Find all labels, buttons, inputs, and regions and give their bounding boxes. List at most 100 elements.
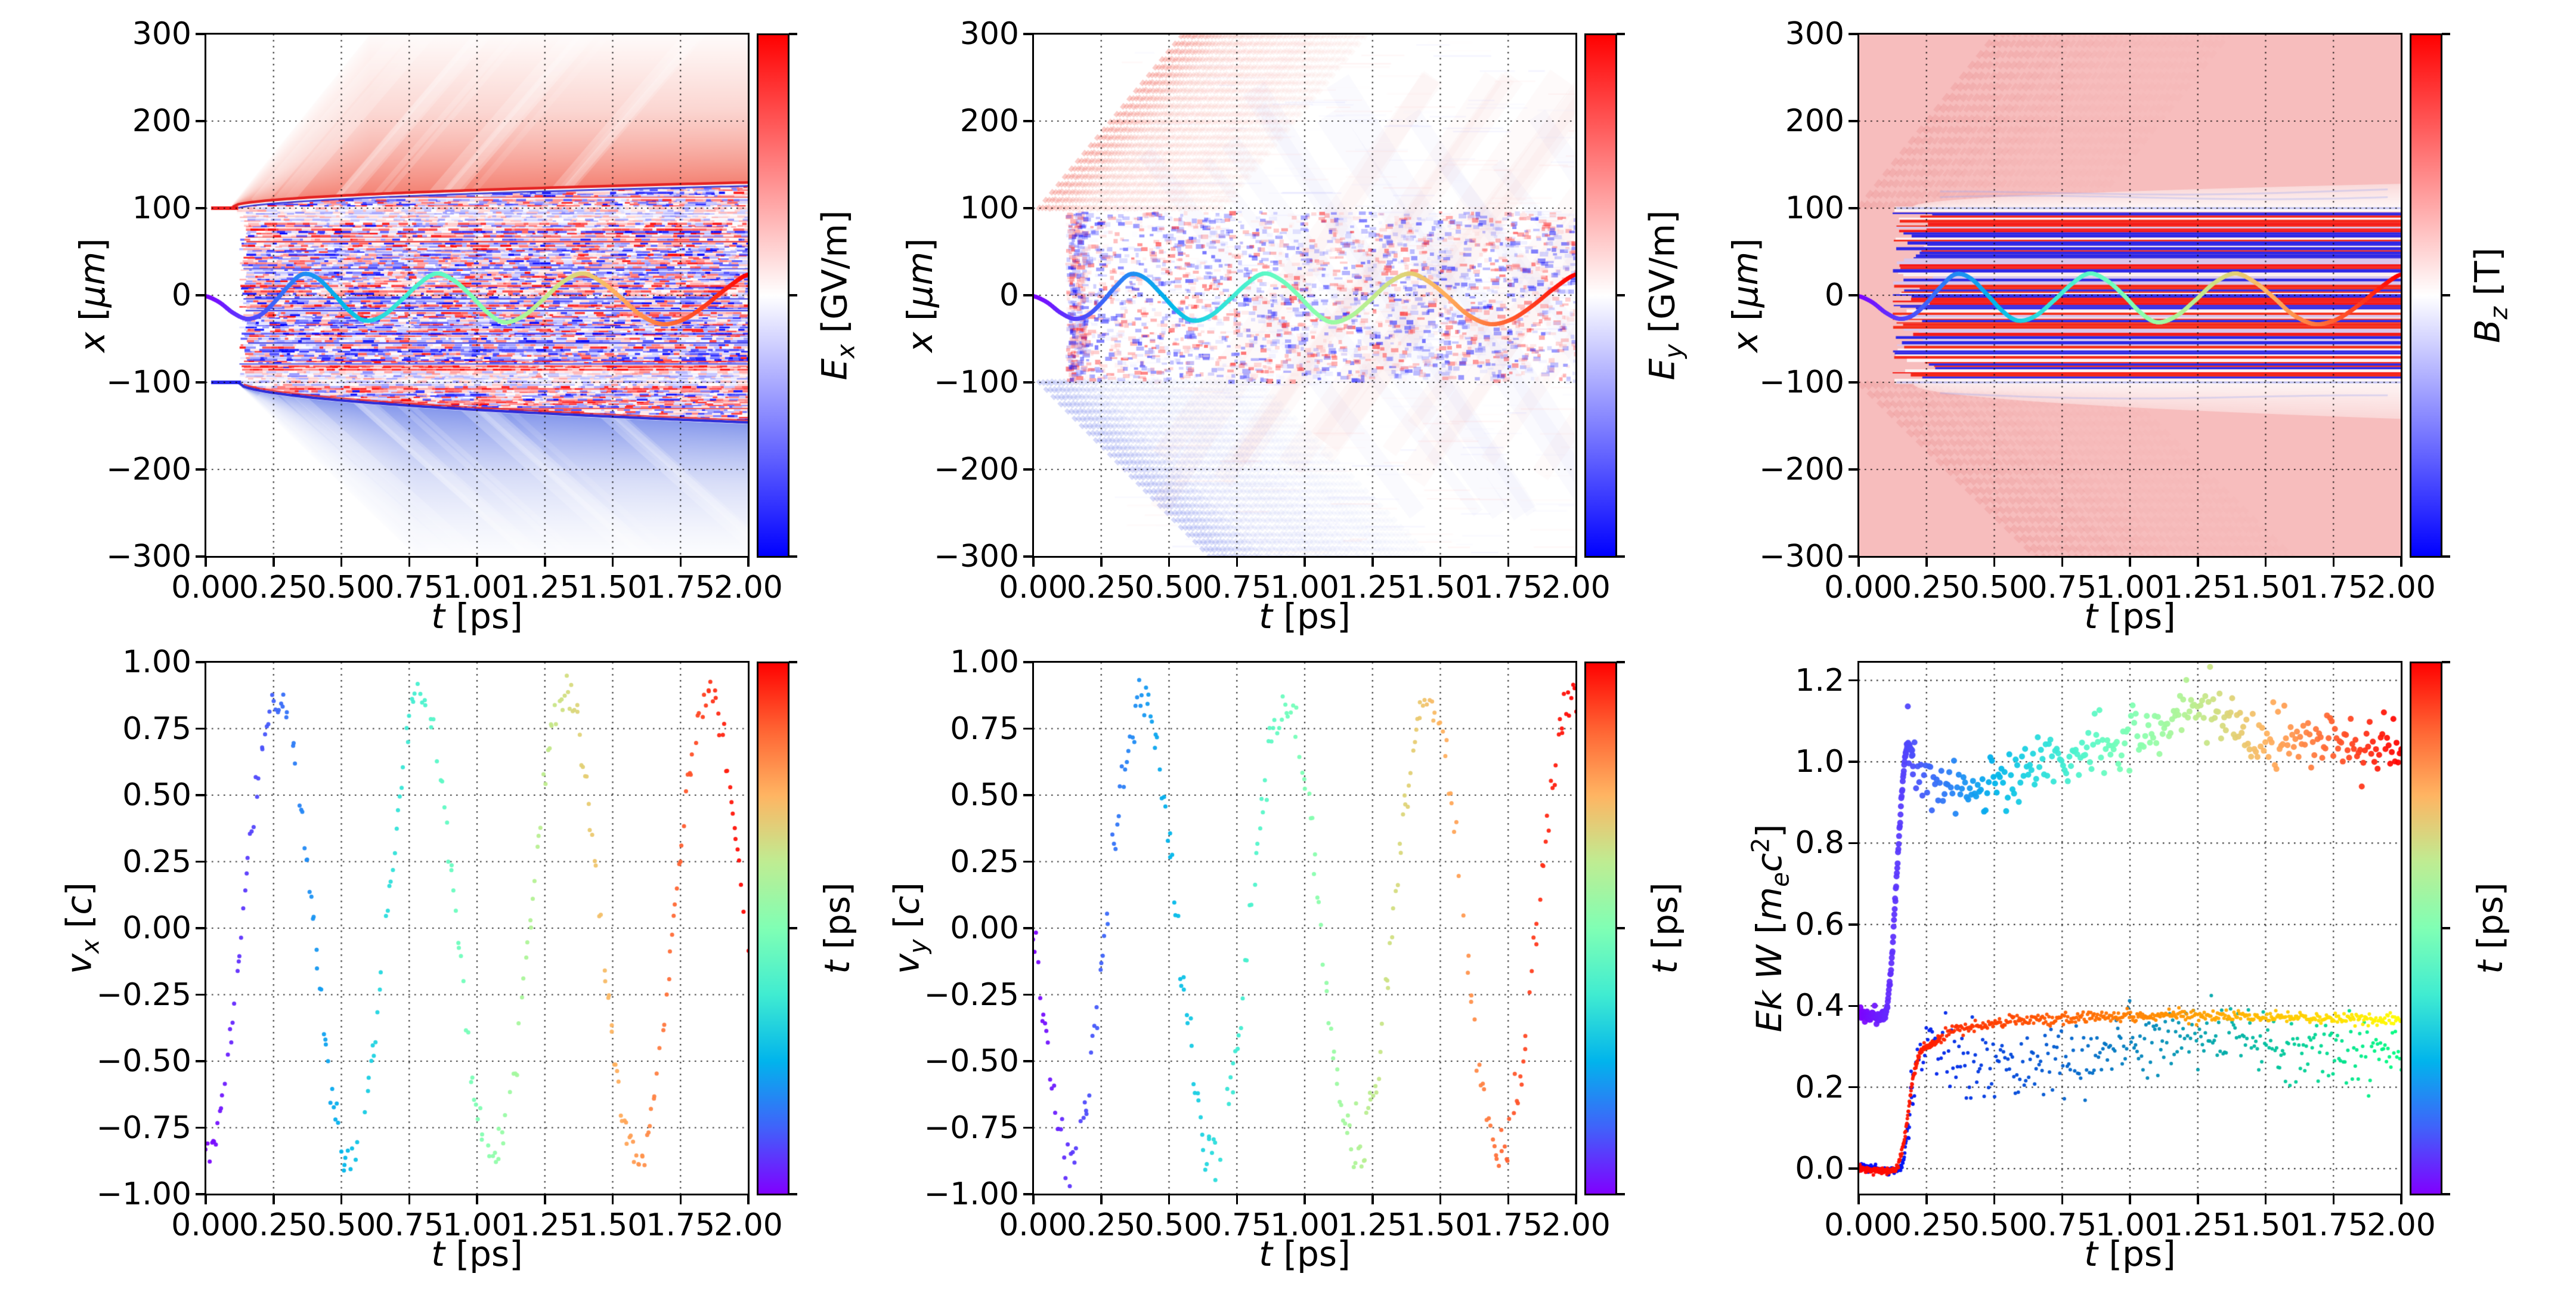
x-tick-label: 0.75 [374,1207,444,1243]
x-tick [1304,558,1306,567]
Ey-heatmap-canvas [1033,34,1576,557]
vy-y-axis-label: vy [c] [886,882,933,974]
y-tick [1849,120,1857,122]
x-tick-label: 0.50 [1959,570,2029,605]
Bz-colorbar-label: Bz [T] [2467,247,2513,344]
x-tick [611,1195,614,1204]
x-tick [747,558,750,567]
x-tick [1236,1195,1238,1204]
vy-plot-frame [1032,661,1577,1195]
y-tick [1023,1060,1032,1062]
y-tick-label: −300 [934,539,1019,574]
x-tick-label: 1.50 [1405,570,1475,605]
vy-x-axis-label: t [ps] [1259,1234,1351,1274]
y-tick [196,661,205,663]
y-tick [1023,1126,1032,1129]
y-tick-label: −0.75 [96,1110,191,1146]
y-tick-label: −0.25 [96,976,191,1013]
y-tick [1849,679,1857,682]
x-tick-label: 0.25 [1066,1207,1136,1243]
x-tick [1925,1195,1928,1204]
colorbar-tick [2442,33,2450,35]
y-tick-label: −0.25 [924,976,1019,1013]
x-tick [476,558,478,567]
y-tick-label: 0.8 [1795,825,1844,861]
y-tick [196,927,205,929]
x-tick [1575,558,1577,567]
x-tick-label: 1.00 [1270,1207,1339,1243]
y-tick [1849,294,1857,296]
x-tick-label: 1.50 [578,570,648,605]
y-tick-label: −200 [934,452,1019,487]
colorbar-tick [2442,661,2450,663]
colorbar-tick [2442,294,2450,296]
x-tick [1168,1195,1171,1204]
x-tick-label: 1.25 [1337,1207,1407,1243]
x-tick-label: 0.25 [1066,570,1136,605]
x-tick [340,1195,343,1204]
x-tick [1993,1195,1996,1204]
colorbar-tick [1617,33,1625,35]
x-tick [476,1195,478,1204]
x-tick-label: 0.00 [999,570,1068,605]
y-tick [1849,207,1857,209]
x-tick [1507,1195,1509,1204]
x-tick-label: 0.50 [306,1207,376,1243]
colorbar-tick [2442,555,2450,558]
x-tick [2197,1195,2199,1204]
y-tick-label: 100 [959,190,1019,226]
Ek-scatter-canvas [1859,662,2401,1194]
x-tick [1857,1195,1860,1204]
x-tick-label: 0.25 [239,570,308,605]
colorbar-tick [1617,927,1625,929]
y-tick [196,468,205,471]
x-tick [408,1195,410,1204]
y-tick-label: 0.00 [122,910,191,946]
vy-colorbar [1585,662,1616,1194]
y-tick [1849,842,1857,845]
x-tick [1371,1195,1374,1204]
y-tick [196,294,205,296]
y-tick-label: 200 [132,103,191,139]
y-tick-label: 0.2 [1795,1069,1844,1105]
x-tick-label: 1.75 [1473,570,1543,605]
Ey-colorbar [1585,34,1616,557]
x-tick-label: 0.25 [239,1207,308,1243]
y-tick-label: 1.00 [950,644,1019,680]
x-tick-label: 1.00 [442,1207,512,1243]
y-tick-label: 0.4 [1795,988,1844,1024]
x-tick [2197,558,2199,567]
x-tick [340,558,343,567]
vy-scatter-canvas [1033,662,1576,1194]
x-tick-label: 0.00 [171,1207,240,1243]
x-tick-label: 1.50 [578,1207,648,1243]
x-tick-label: 1.25 [510,1207,580,1243]
x-tick [1100,558,1103,567]
y-tick-label: 0.25 [122,843,191,880]
vy-colorbar-label: t [ps] [1645,882,1685,974]
x-tick-label: 0.00 [171,570,240,605]
x-tick [2129,1195,2131,1204]
x-tick [2332,1195,2334,1204]
vx-colorbar-label: t [ps] [817,882,857,974]
Ex-colorbar-frame [756,33,789,558]
y-tick [1849,381,1857,384]
x-tick [2400,1195,2402,1204]
y-tick-label: −100 [1759,364,1844,400]
y-tick [196,860,205,863]
x-tick [1925,558,1928,567]
x-tick [611,558,614,567]
x-tick-label: 0.75 [1202,570,1272,605]
x-tick-label: 2.00 [1541,1207,1611,1243]
x-tick-label: 2.00 [1541,570,1611,605]
Ex-colorbar-label: Ex [GV/m] [814,210,860,381]
x-tick [205,1195,207,1204]
vy-colorbar-frame [1584,661,1617,1195]
y-tick-label: 300 [132,16,191,52]
x-tick [1857,558,1860,567]
x-tick [205,558,207,567]
Bz-heatmap-canvas [1859,34,2401,557]
